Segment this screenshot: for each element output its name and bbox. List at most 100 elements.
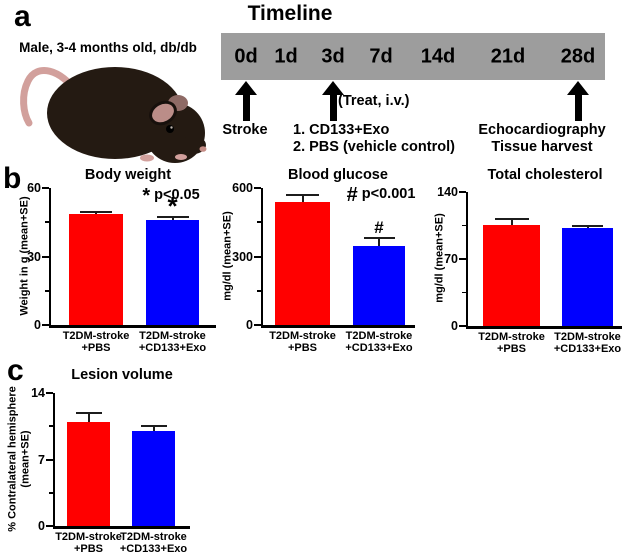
error-bar-cap (80, 210, 112, 213)
x-category-line: T2DM-stroke (120, 531, 187, 543)
treat-item-1: 1. CD133+Exo (293, 122, 390, 138)
timeline-day-0d: 0d (234, 45, 258, 67)
x-category-line: T2DM-stroke (139, 330, 206, 342)
x-axis (260, 325, 415, 328)
error-bar-stem (301, 194, 304, 202)
y-minor-tick (45, 221, 49, 224)
x-category-line: +CD133+Exo (138, 342, 207, 355)
significance-text: p<0.05 (150, 187, 200, 203)
arrow-up-icon (235, 81, 257, 95)
x-category-line: T2DM-stroke (269, 330, 336, 342)
timeline-day-28d: 28d (560, 45, 596, 67)
y-minor-tick (462, 291, 466, 294)
error-bar-stem (152, 426, 155, 431)
bar (69, 214, 123, 325)
y-axis (465, 192, 468, 329)
y-tick-label: 600 (232, 181, 253, 195)
y-minor-tick (257, 289, 261, 292)
y-tick-label: 30 (27, 249, 41, 264)
y-tick-label: 70 (444, 252, 458, 266)
y-axis (48, 188, 51, 328)
panel-c-label: c (7, 354, 24, 387)
x-category-label: T2DM-stroke +PBS (55, 531, 122, 552)
timeline-bar: 0d 1d 3d 7d 14d 21d 28d (221, 33, 605, 80)
x-axis (465, 326, 622, 329)
y-tick (254, 324, 261, 326)
bar (132, 431, 175, 526)
mouse-eye-glint (170, 126, 173, 129)
y-minor-tick (462, 224, 466, 227)
x-category-line: +CD133+Exo (119, 543, 188, 552)
y-axis-label: % Contralateral hemisphere (mean+SE) (6, 386, 31, 532)
y-minor-tick (49, 425, 53, 428)
x-category-line: +PBS (287, 342, 318, 355)
bar (483, 224, 540, 326)
y-axis-label: Weight in g (mean+SE) (18, 196, 31, 316)
panel-a-label: a (14, 0, 31, 33)
significance-legend: # p<0.001 (347, 185, 416, 205)
error-bar-stem (87, 412, 90, 423)
x-category-line: +CD133+Exo (553, 343, 622, 356)
bar (562, 228, 613, 326)
x-category-label: T2DM-stroke +PBS (269, 330, 336, 355)
x-category-line: +CD133+Exo (345, 342, 413, 355)
mouse-nose (199, 146, 207, 152)
endpoint-label-line-1: Echocardiography (478, 122, 606, 138)
timeline-day-21d: 21d (490, 45, 526, 67)
y-tick (459, 258, 466, 260)
y-tick (459, 191, 466, 193)
chart-title: Total cholesterol (487, 167, 603, 183)
x-category-line: T2DM-stroke (345, 330, 413, 342)
timeline-day-7d: 7d (369, 45, 393, 67)
treat-note: (Treat, i.v.) (338, 93, 410, 109)
x-category-label: T2DM-stroke +PBS (63, 330, 130, 355)
y-tick (46, 458, 53, 461)
x-category-line: +PBS (496, 343, 527, 356)
y-tick-label: 7 (38, 452, 45, 467)
bar (146, 219, 199, 325)
x-category-line: T2DM-stroke (554, 331, 621, 343)
error-bar-stem (171, 216, 174, 220)
error-bar-stem (510, 218, 513, 225)
y-tick (254, 255, 261, 258)
timeline-arrow-endpoint (567, 81, 589, 121)
bar (353, 246, 405, 325)
y-axis-label: mg/dl (mean+SE) (221, 211, 234, 301)
error-bar-cap (572, 224, 603, 227)
mouse-caption: Male, 3-4 months old, db/db (19, 40, 197, 55)
timeline-title: Timeline (247, 2, 333, 25)
y-tick-label: 0 (38, 519, 45, 533)
panel-b-label: b (3, 162, 22, 195)
y-axis-label: mg/dl (mean+SE) (433, 213, 446, 303)
x-category-line: +PBS (81, 342, 111, 355)
error-bar-cap (494, 217, 529, 220)
error-bar-cap (156, 215, 189, 218)
stroke-label: Stroke (222, 122, 268, 138)
mouse-ear (149, 100, 177, 126)
y-minor-tick (257, 221, 261, 224)
error-bar-cap (363, 237, 395, 240)
mouse-eye (166, 125, 174, 133)
chart-title: Lesion volume (71, 367, 173, 383)
significance-symbol: # (346, 184, 358, 206)
x-category-line: T2DM-stroke (478, 331, 545, 343)
endpoint-label-line-2: Tissue harvest (491, 139, 593, 155)
bar (275, 201, 330, 325)
y-tick (254, 187, 261, 189)
x-category-label: T2DM-stroke +CD133+Exo (139, 330, 206, 355)
x-category-line: T2DM-stroke (62, 330, 130, 342)
arrow-stem (242, 95, 250, 121)
y-axis (260, 188, 263, 328)
y-tick-label: 14 (31, 386, 45, 400)
y-tick-label: 140 (437, 185, 458, 199)
arrow-up-icon (567, 81, 589, 95)
error-bar-stem (586, 225, 589, 229)
y-tick (459, 325, 466, 327)
mouse-photo (20, 67, 207, 163)
y-minor-tick (45, 289, 49, 292)
significance-legend: * p<0.05 (142, 186, 200, 206)
timeline-day-14d: 14d (420, 45, 456, 67)
bar (67, 422, 110, 526)
treat-item-2: 2. PBS (vehicle control) (293, 139, 455, 155)
